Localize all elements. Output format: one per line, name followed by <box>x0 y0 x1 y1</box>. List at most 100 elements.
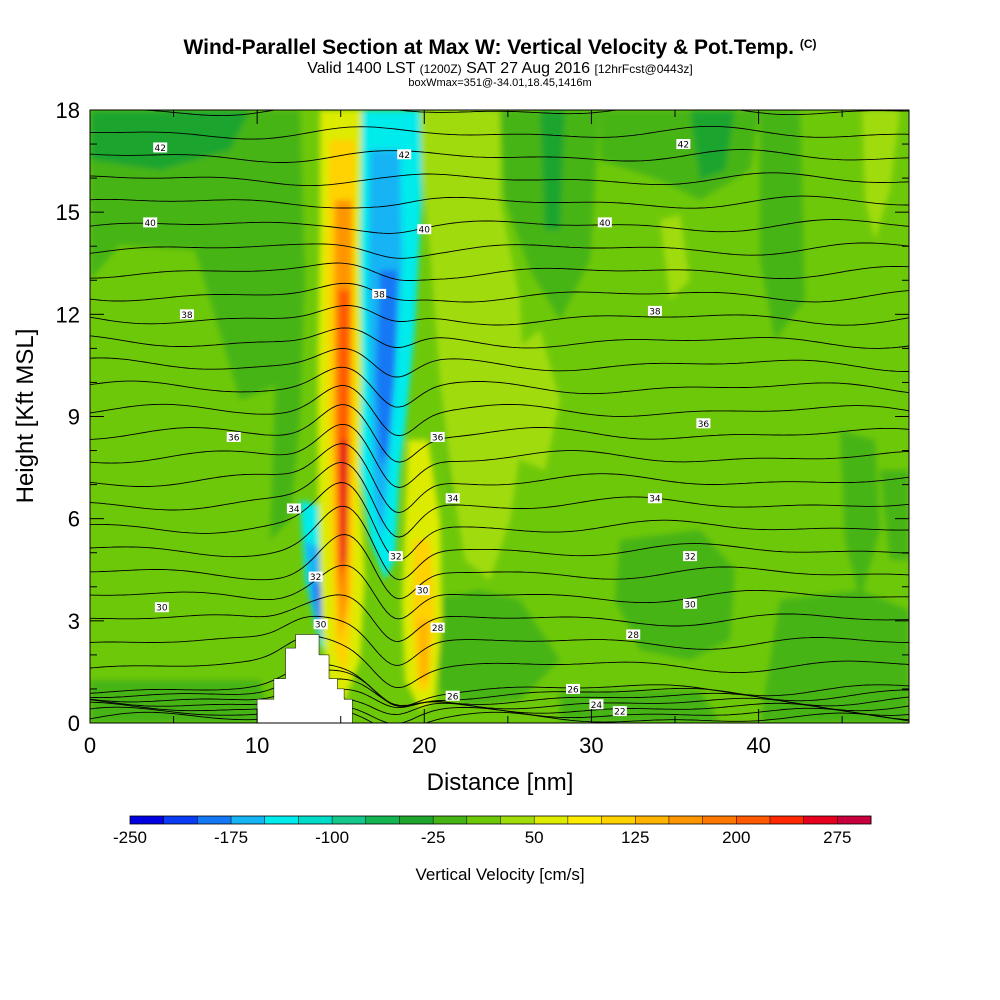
isentrope-label-bg <box>626 629 641 640</box>
y-tick-label: 6 <box>68 507 80 532</box>
isentrope-label-bg <box>647 493 662 504</box>
isentrope-label-bg <box>696 418 711 429</box>
isentrope-label: 30 <box>154 602 169 614</box>
colorbar-swatch <box>837 816 872 824</box>
isentrope-label: 36 <box>696 418 711 430</box>
colorbar-swatch <box>702 816 737 824</box>
isentrope-label-text: 30 <box>684 600 696 610</box>
isentrope-line <box>90 348 909 378</box>
colorbar-swatch <box>668 816 704 824</box>
isentrope-line <box>90 327 909 349</box>
isentrope-label-bg <box>179 309 194 320</box>
isentrope-label: 26 <box>566 683 581 695</box>
isentrope-label-text: 36 <box>698 420 710 430</box>
y-tick-label: 18 <box>56 98 80 123</box>
isentrope-label-bg <box>445 690 460 701</box>
isentrope-label-bg <box>683 598 698 609</box>
colorbar-swatch <box>130 816 165 824</box>
isentrope-line <box>90 443 909 514</box>
isentrope-label: 30 <box>313 619 328 631</box>
y-tick-label: 3 <box>68 609 80 634</box>
isentrope-label: 32 <box>388 551 403 563</box>
isentrope-line <box>90 709 909 723</box>
isentrope-labels: 42 42 42 40 40 40 38 38 38 36 36 36 34 34 34 32 32 32 30 30… <box>143 139 711 718</box>
isentrope-label-text: 26 <box>567 685 579 695</box>
isentrope-label: 32 <box>308 571 323 583</box>
isentrope-label-text: 42 <box>154 144 165 154</box>
chart-subtitle: Valid 1400 LST (1200Z) SAT 27 Aug 2016 [… <box>0 60 1000 78</box>
x-axis-ticks: 0 10 20 30 40 <box>84 110 843 758</box>
isentrope-label-text: 32 <box>684 553 695 563</box>
isentrope-label-text: 40 <box>419 226 431 236</box>
isentrope-label: 38 <box>179 309 194 321</box>
isentrope-label-bg <box>589 699 604 710</box>
isentrope-line <box>90 482 909 561</box>
isentrope-label-text: 36 <box>228 433 240 443</box>
colorbar-label: -100 <box>315 828 349 847</box>
isentrope-line <box>90 698 909 716</box>
x-tick-label: 40 <box>746 733 770 758</box>
isentrope-line <box>90 534 909 600</box>
colorbar-label: 200 <box>722 828 750 847</box>
isentrope-line <box>90 423 909 488</box>
colorbar: -250 -175 -100 -25 50 125 200 275 <box>113 815 872 847</box>
isentrope-label-text: 38 <box>373 290 385 300</box>
colorbar-label: 275 <box>823 828 851 847</box>
isentrope-label-text: 36 <box>432 433 444 443</box>
chart-title-unit: (C) <box>799 37 817 51</box>
isentrope-label-text: 30 <box>417 587 429 597</box>
isentrope-label-bg <box>566 683 581 694</box>
y-tick-label: 15 <box>56 200 80 225</box>
isentrope-line <box>90 615 909 666</box>
isentrope-line <box>90 219 909 234</box>
isentrope-label: 38 <box>647 305 662 317</box>
isentrope-label: 30 <box>415 585 430 597</box>
isentrope-line <box>90 564 909 620</box>
isentrope-label: 34 <box>647 493 662 505</box>
colorbar-label: 50 <box>525 828 544 847</box>
colorbar-title: Vertical Velocity [cm/s] <box>415 865 584 884</box>
isentrope-label-text: 34 <box>649 495 661 505</box>
isentrope-label: 22 <box>612 706 627 718</box>
box-info-label: boxWmax=351@-34.01,18.45,1416m <box>408 77 592 89</box>
isentrope-label: 30 <box>683 598 698 610</box>
isentrope-label-text: 26 <box>447 692 459 702</box>
x-tick-label: 30 <box>579 733 603 758</box>
isentrope-label-text: 38 <box>649 307 661 317</box>
isentrope-label-text: 22 <box>614 708 625 718</box>
isentrope-label-bg <box>647 305 662 316</box>
isentrope-label-bg <box>286 503 301 514</box>
colorbar-swatch <box>264 816 299 824</box>
colorbar-swatch <box>163 816 198 824</box>
isentrope-label-bg <box>308 571 323 582</box>
isentrope-label-bg <box>397 149 412 160</box>
isentrope-label: 28 <box>430 622 445 634</box>
isentrope-label-text: 30 <box>156 604 168 614</box>
isentrope-label-text: 30 <box>315 621 327 631</box>
y-axis-label: Height [Kft MSL] <box>12 329 39 504</box>
isentrope-label-bg <box>153 142 168 153</box>
x-tick-label: 10 <box>245 733 269 758</box>
isentrope-label-text: 40 <box>144 219 156 229</box>
isentrope-line <box>90 172 909 187</box>
isentrope-line <box>90 262 909 281</box>
isentrope-label: 28 <box>626 629 641 641</box>
isentrope-label: 34 <box>286 503 301 515</box>
colorbar-swatch <box>332 816 367 824</box>
isentrope-label: 38 <box>372 288 387 300</box>
colorbar-label: -25 <box>421 828 446 847</box>
isentrope-label: 32 <box>683 551 698 563</box>
y-tick-label: 0 <box>68 711 80 736</box>
isentrope-line <box>90 242 909 259</box>
x-tick-label: 0 <box>84 733 96 758</box>
colorbar-label: -175 <box>214 828 248 847</box>
vertical-velocity-field <box>90 110 909 723</box>
colorbar-swatch <box>399 816 434 824</box>
isentrope-label-bg <box>612 706 627 717</box>
isentrope-line <box>90 505 909 581</box>
isentrope-label-bg <box>430 622 445 633</box>
isentrope-label-bg <box>430 431 445 442</box>
isentrope-label-text: 28 <box>432 624 444 634</box>
